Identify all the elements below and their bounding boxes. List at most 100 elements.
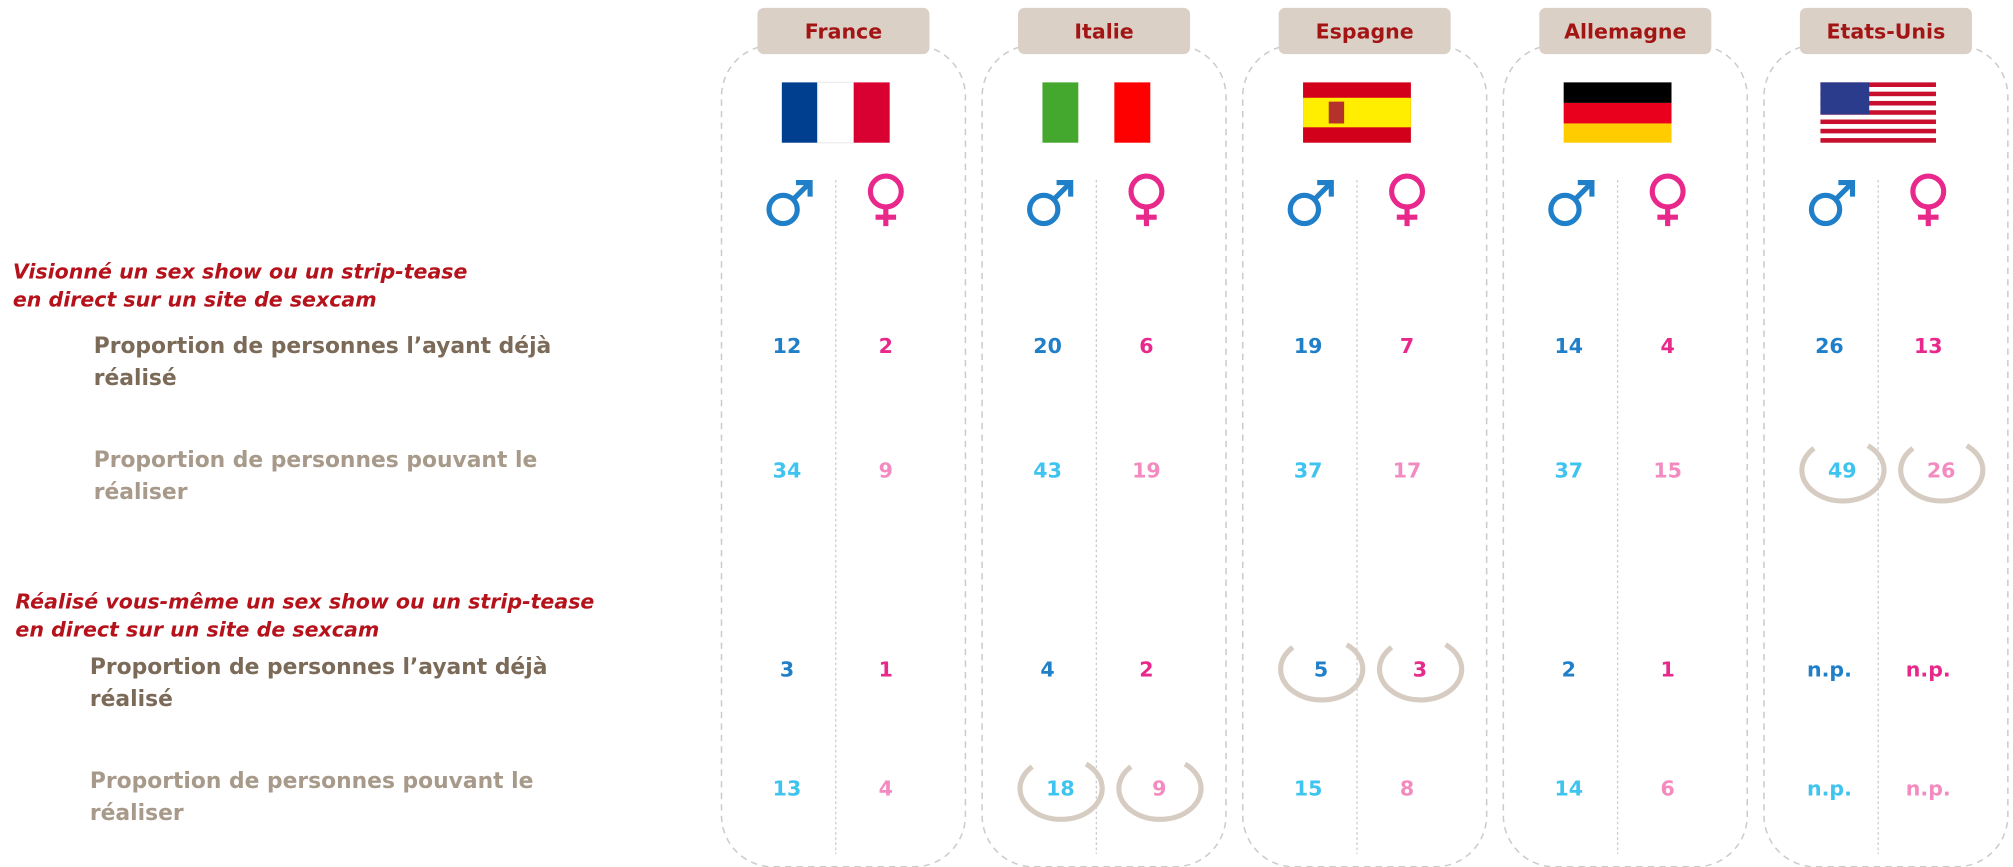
flag-canton — [1820, 82, 1870, 115]
value: 13 — [1914, 334, 1943, 358]
flag-stripe — [1820, 96, 1936, 101]
male-arrow — [1312, 179, 1334, 202]
flag-stripe — [1820, 124, 1936, 129]
value: 5 — [1314, 657, 1328, 681]
female-ring — [1910, 173, 1947, 210]
section-title: Visionné un sex show ou un strip-tease — [13, 259, 468, 283]
female-cross — [875, 206, 897, 227]
value: 9 — [1152, 777, 1166, 801]
row-label: Proportion de personnes l’ayant déjà — [94, 334, 552, 359]
value: 49 — [1828, 458, 1857, 482]
female-ring — [867, 173, 904, 210]
country-panel — [1241, 44, 1488, 867]
country-tab — [757, 7, 930, 55]
country-tab — [1278, 7, 1451, 55]
flag-stripe — [1820, 82, 1936, 88]
male-ring — [766, 192, 800, 227]
female-ring — [1128, 173, 1165, 210]
row-label: réalisé — [94, 366, 177, 391]
male-arrow — [1052, 179, 1074, 202]
flag-stripe — [1563, 102, 1672, 124]
value: n.p. — [1906, 657, 1951, 681]
male-symbol — [1548, 179, 1595, 227]
value: n.p. — [1807, 777, 1852, 801]
country-name: Allemagne — [1564, 19, 1686, 43]
value: 2 — [1139, 657, 1153, 681]
row-label: Proportion de personnes pouvant le — [94, 448, 538, 473]
flag-stripe — [1563, 123, 1672, 143]
value: 1 — [879, 657, 893, 681]
flag-emblem — [1328, 101, 1345, 124]
value: 6 — [1661, 777, 1675, 801]
flag-stripe — [781, 82, 818, 143]
highlight-ring — [1898, 443, 1986, 504]
value: 9 — [879, 458, 893, 482]
male-arrow — [1573, 179, 1595, 202]
country-tab — [1539, 7, 1712, 55]
flag-stripe — [1114, 82, 1151, 143]
value: 14 — [1555, 777, 1584, 801]
section-title: en direct sur un site de sexcam — [15, 618, 379, 642]
male-symbol — [1287, 179, 1334, 227]
male-arrow — [791, 179, 813, 202]
value: 26 — [1815, 334, 1844, 358]
value: 4 — [879, 777, 893, 801]
value: n.p. — [1906, 777, 1951, 801]
female-symbol — [867, 173, 904, 227]
value: 7 — [1400, 334, 1414, 358]
flag-stripe — [1820, 105, 1936, 111]
female-cross — [1136, 206, 1157, 227]
male-ring — [1808, 192, 1843, 227]
value: 1 — [1661, 657, 1675, 681]
country-name: France — [805, 19, 882, 43]
value: 4 — [1040, 657, 1054, 681]
male-ring — [1287, 192, 1322, 227]
highlight-ring — [1799, 443, 1887, 504]
value: 43 — [1033, 458, 1062, 482]
flag-stripe — [1820, 114, 1936, 120]
flag-stripe — [1820, 110, 1936, 115]
value: 2 — [879, 334, 893, 358]
value: 20 — [1033, 334, 1062, 358]
value: 14 — [1555, 334, 1584, 358]
row-label: Proportion de personnes pouvant le — [90, 769, 534, 794]
value: 3 — [780, 657, 794, 681]
female-cross — [1917, 206, 1939, 227]
flag-stripe — [1820, 100, 1936, 106]
value: 4 — [1661, 334, 1675, 358]
value: 2 — [1562, 657, 1576, 681]
female-symbol — [1128, 173, 1165, 227]
value: 15 — [1653, 458, 1682, 482]
country-name: Etats-Unis — [1827, 19, 1946, 43]
flag-stripe — [1820, 128, 1936, 134]
country-name: Espagne — [1316, 19, 1414, 43]
male-symbol — [1027, 179, 1074, 227]
flag-stripe — [1820, 87, 1936, 92]
male-arrow — [1834, 179, 1856, 202]
highlight-ring — [1278, 642, 1366, 703]
section-title: Réalisé vous-même un sex show ou un stri… — [15, 589, 594, 613]
value: 37 — [1294, 458, 1323, 482]
flag-stripe — [1820, 138, 1936, 143]
flag-stripe — [1820, 91, 1936, 97]
country-panel — [720, 44, 967, 867]
value: 37 — [1555, 458, 1584, 482]
highlight-ring — [1017, 761, 1105, 822]
value: 13 — [773, 777, 802, 801]
flag-stripe — [1042, 82, 1079, 143]
female-symbol — [1910, 173, 1947, 227]
country-panel — [1502, 44, 1749, 867]
row-label: Proportion de personnes l’ayant déjà — [90, 655, 548, 680]
flag-stripe — [1078, 82, 1115, 143]
value: 34 — [773, 458, 802, 482]
male-ring — [1548, 192, 1582, 227]
value: n.p. — [1807, 657, 1852, 681]
value: 8 — [1400, 777, 1414, 801]
female-symbol — [1389, 173, 1426, 227]
value: 12 — [773, 334, 802, 358]
flag-stripe — [1820, 133, 1936, 139]
flag-stripe — [817, 81, 855, 144]
flag-stripe — [853, 82, 890, 143]
